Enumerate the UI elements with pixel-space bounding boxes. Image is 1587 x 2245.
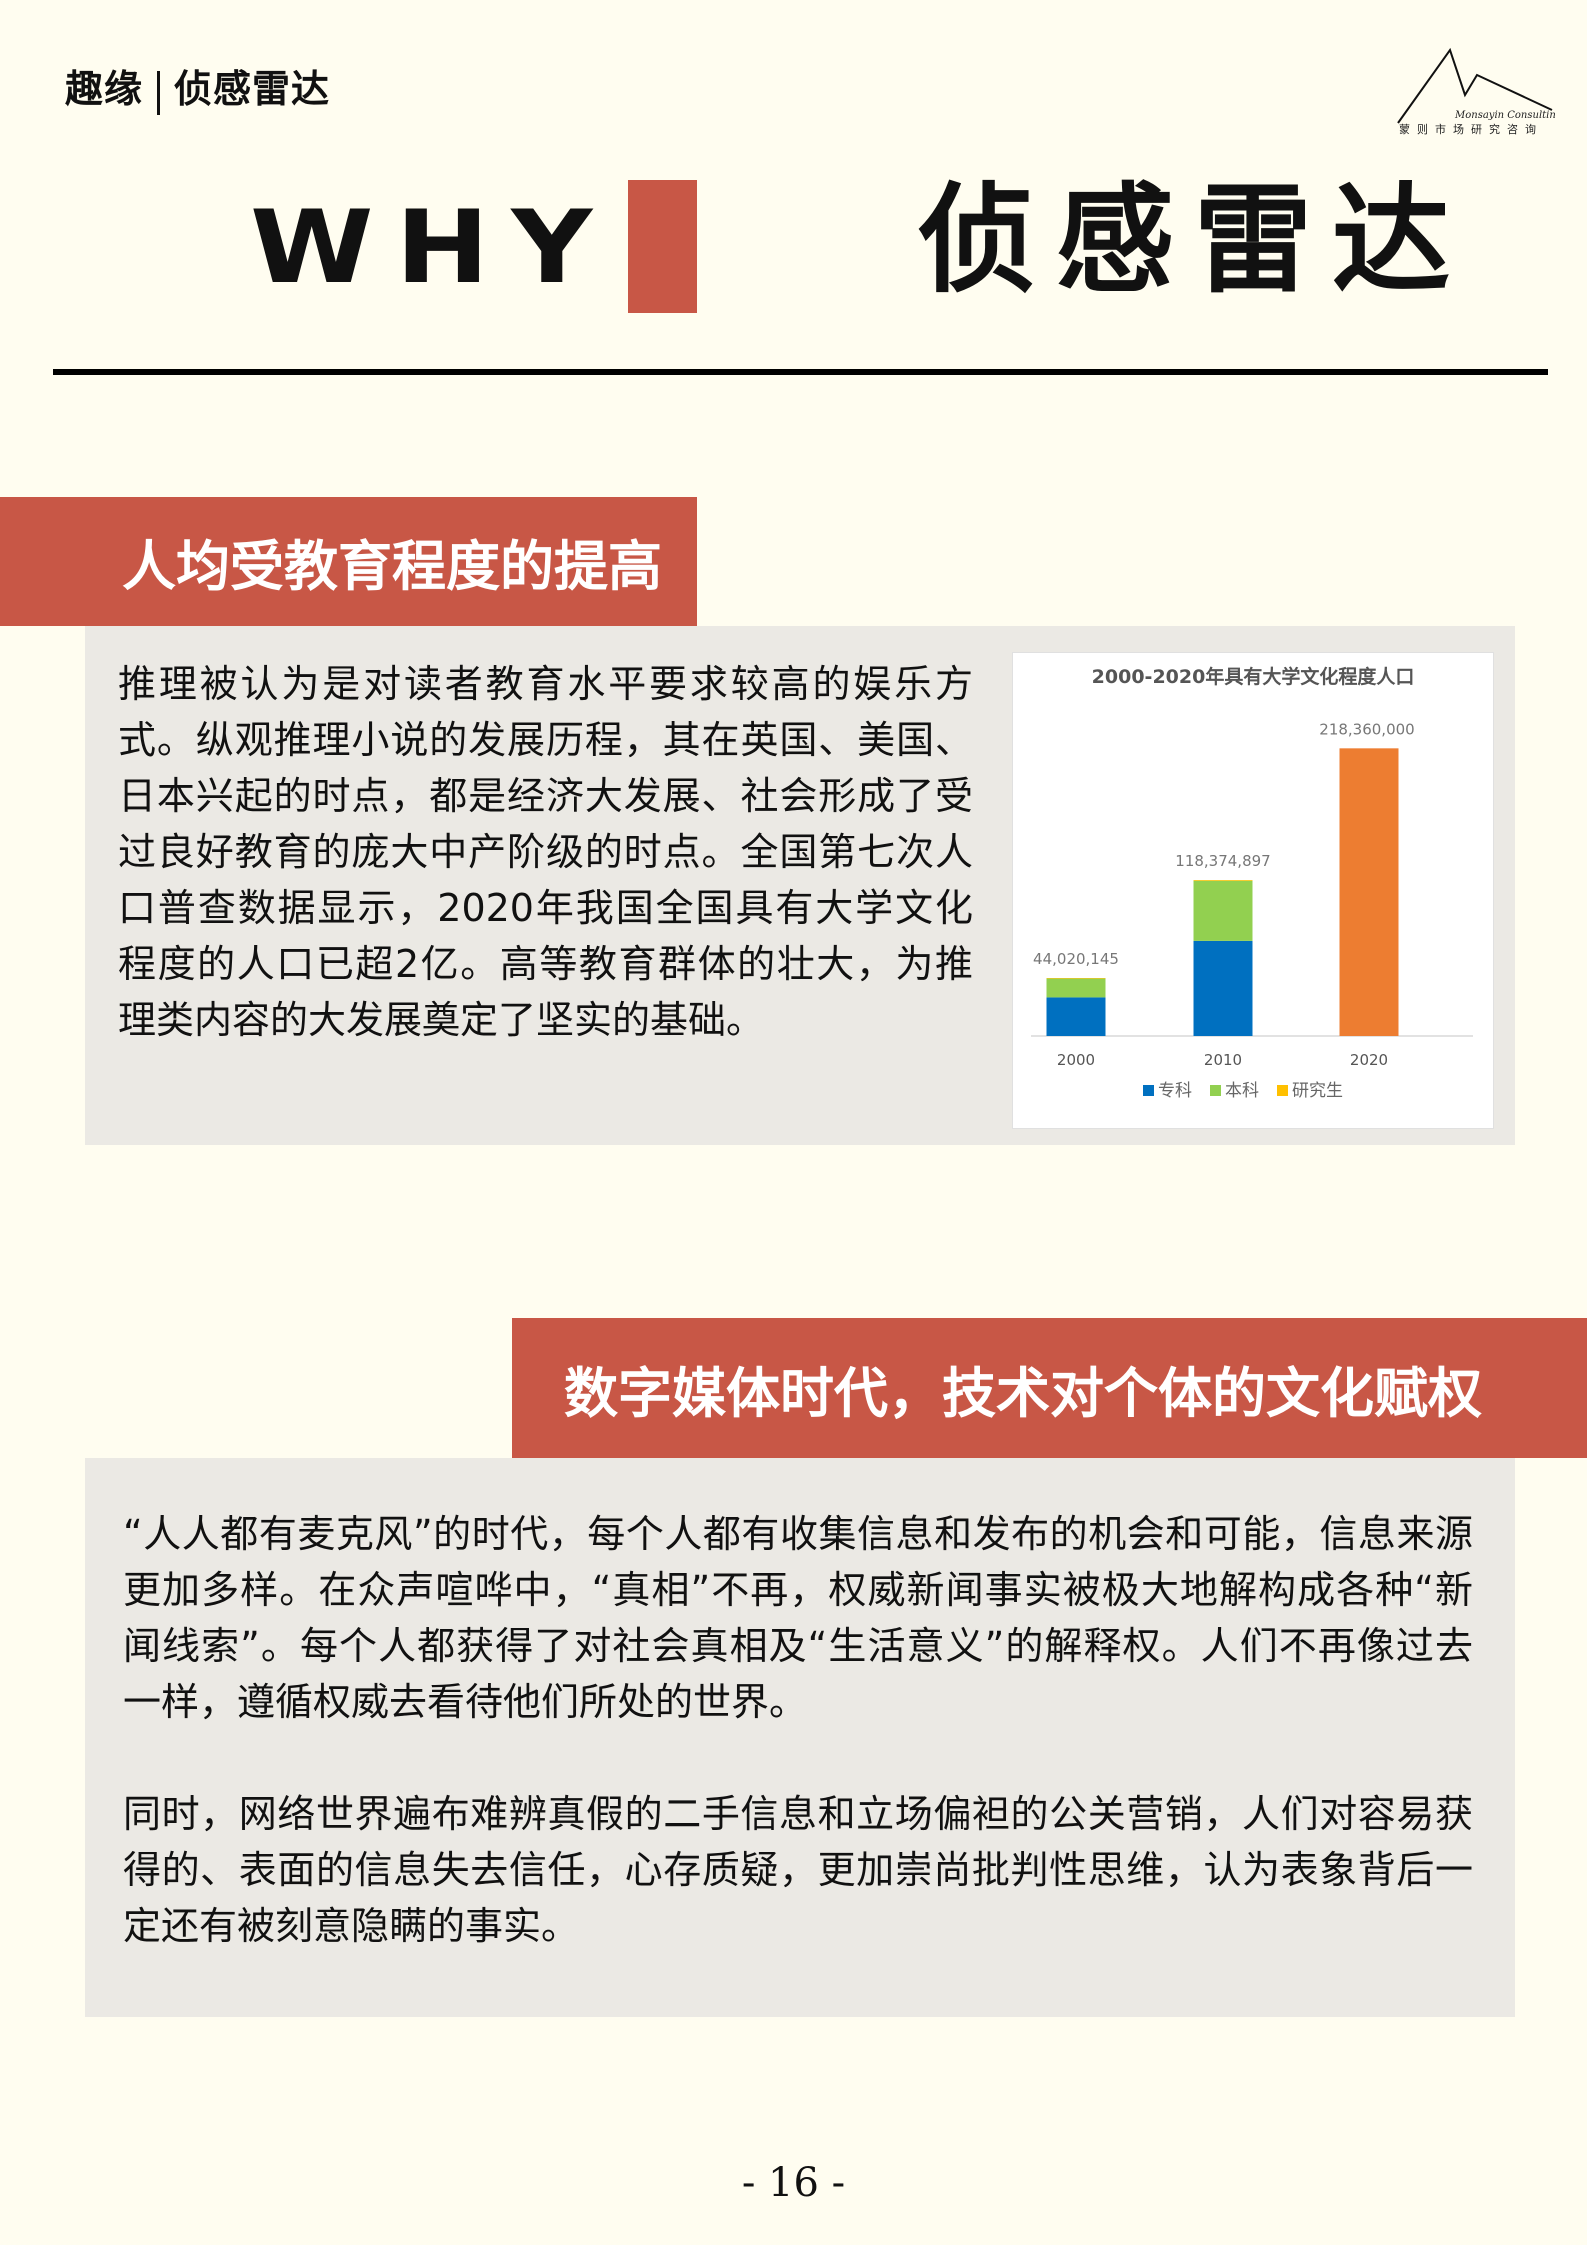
bar-专科-2010: [1193, 940, 1253, 1036]
section1-body: 推理被认为是对读者教育水平要求较高的娱乐方式。纵观推理小说的发展历程，其在英国、…: [118, 662, 973, 1042]
legend-swatch-研究生: [1277, 1085, 1288, 1096]
data-label-2000: 44,020,145: [1033, 950, 1119, 968]
bar-total-2020: [1339, 748, 1399, 1036]
running-header: 趣缘 侦感雷达: [65, 58, 330, 115]
education-chart: 2000-2020年具有大学文化程度人口 44,020,145 2000 118,3…: [1012, 652, 1494, 1129]
bar-本科-2010: [1193, 880, 1253, 941]
company-logo: Monsayin Consulting 蒙则市场研究咨询: [1397, 47, 1555, 135]
section2-heading-text: 数字媒体时代，技术对个体的文化赋权: [564, 1360, 1482, 1425]
section2-paragraph-2: 同时，网络世界遍布难辨真假的二手信息和立场偏袒的公关营销，人们对容易获得的、表面…: [123, 1792, 1473, 1948]
header-divider: [157, 70, 161, 115]
bar-研究生-2000: [1046, 978, 1106, 979]
x-tick-2010: 2010: [1204, 1051, 1242, 1069]
title-divider: [53, 369, 1548, 375]
x-tick-2020: 2020: [1350, 1051, 1388, 1069]
section1-heading-text: 人均受教育程度的提高: [122, 534, 662, 598]
bar-专科-2000: [1046, 997, 1106, 1036]
x-tick-2000: 2000: [1057, 1051, 1095, 1069]
bar-本科-2000: [1046, 978, 1106, 998]
page-title-cn: 侦感雷达: [918, 170, 1471, 309]
section2-paragraph-1: “人人都有麦克风”的时代，每个人都有收集信息和发布的机会和可能，信息来源更加多样…: [123, 1512, 1473, 1724]
bar-研究生-2010: [1193, 880, 1253, 881]
page-title-why: WHY: [250, 189, 615, 307]
data-label-2020: 218,360,000: [1319, 720, 1414, 738]
section2-box: [85, 1458, 1515, 2017]
section1-heading: 人均受教育程度的提高: [0, 497, 697, 626]
legend-swatch-专科: [1143, 1085, 1154, 1096]
header-brand: 趣缘: [65, 66, 144, 111]
legend-label-本科: 本科: [1225, 1081, 1259, 1101]
legend-swatch-本科: [1210, 1085, 1221, 1096]
section2-heading: 数字媒体时代，技术对个体的文化赋权: [512, 1318, 1587, 1458]
legend-label-专科: 专科: [1158, 1081, 1192, 1101]
svg-text:Monsayin Consulting: Monsayin Consulting: [1454, 110, 1555, 121]
data-label-2010: 118,374,897: [1175, 852, 1270, 870]
chart-title: 2000-2020年具有大学文化程度人口: [1092, 665, 1415, 688]
header-section: 侦感雷达: [174, 66, 331, 111]
svg-text:蒙则市场研究咨询: 蒙则市场研究咨询: [1399, 122, 1543, 135]
legend-label-研究生: 研究生: [1292, 1081, 1343, 1101]
title-accent-block: [628, 180, 697, 313]
page-number: - 16 -: [741, 2160, 846, 2206]
